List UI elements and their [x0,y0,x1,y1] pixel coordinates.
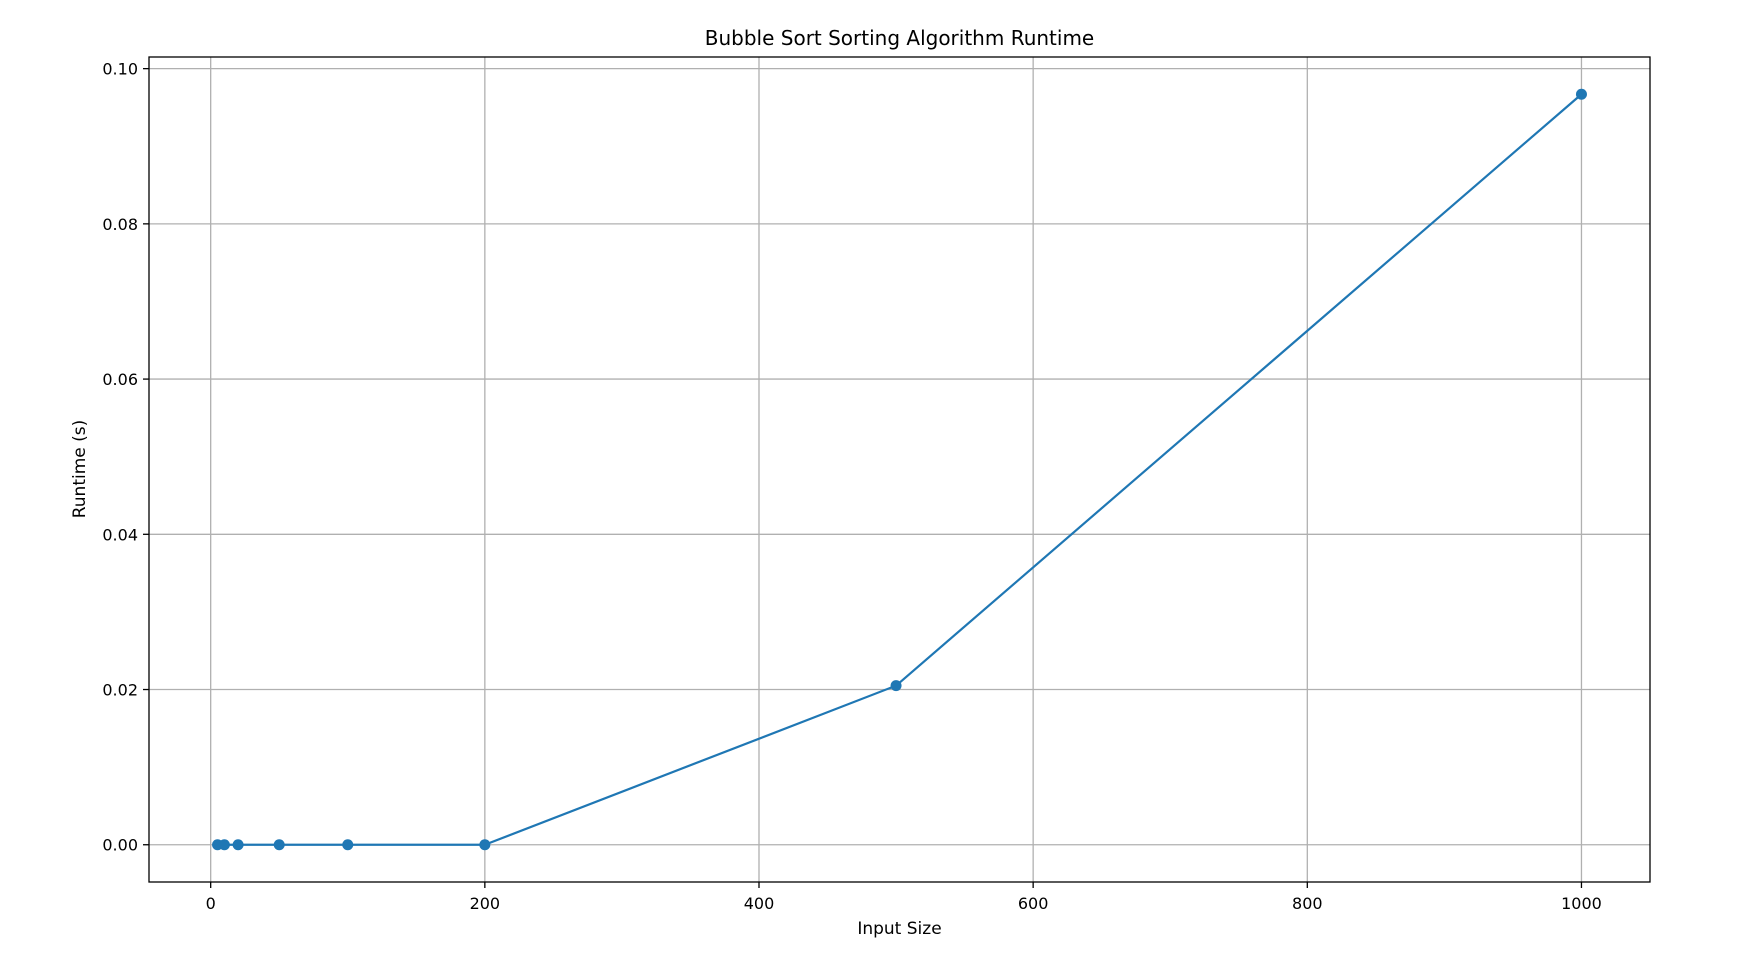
x-tick-label: 0 [206,894,216,913]
data-point [479,839,491,851]
data-point [890,680,902,692]
data-point [1575,88,1587,100]
x-tick-label: 800 [1292,894,1323,913]
y-tick-label: 0.08 [102,215,138,234]
x-tick-label: 1000 [1561,894,1602,913]
data-point [218,839,230,851]
x-tick-label: 200 [470,894,501,913]
y-tick-label: 0.10 [102,60,138,79]
series-layer [212,88,1587,851]
plot-frame [148,56,1651,883]
y-tick-label: 0.02 [102,681,138,700]
x-tick-label: 600 [1018,894,1049,913]
x-axis-label: Input Size [857,919,941,939]
x-tick-label: 400 [744,894,775,913]
y-tick-label: 0.00 [102,836,138,855]
chart-title: Bubble Sort Sorting Algorithm Runtime [705,26,1094,50]
data-point [342,839,354,851]
data-point [232,839,244,851]
y-tick-label: 0.04 [102,525,138,544]
y-axis-label: Runtime (s) [70,420,90,519]
axis-ticks: 0 200 400 600 800 1000 0.00 0.02 0.04 0.06 0.08 0.1… [102,60,1601,913]
y-tick-label: 0.06 [102,370,138,389]
data-point [273,839,285,851]
